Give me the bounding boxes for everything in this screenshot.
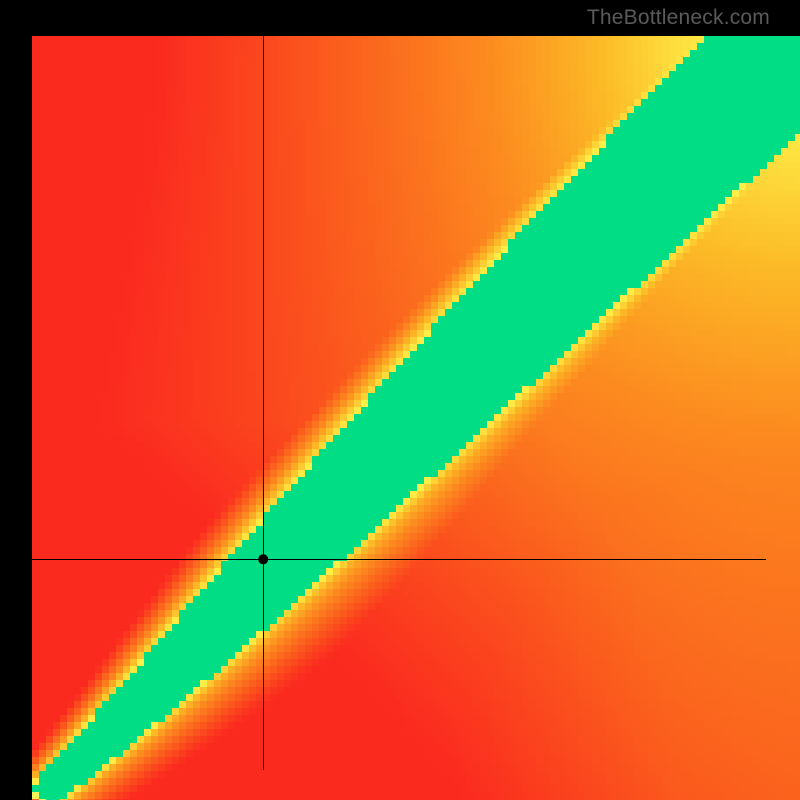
overlay-canvas: [0, 0, 800, 800]
chart-container: TheBottleneck.com: [0, 0, 800, 800]
watermark-text: TheBottleneck.com: [587, 6, 770, 30]
